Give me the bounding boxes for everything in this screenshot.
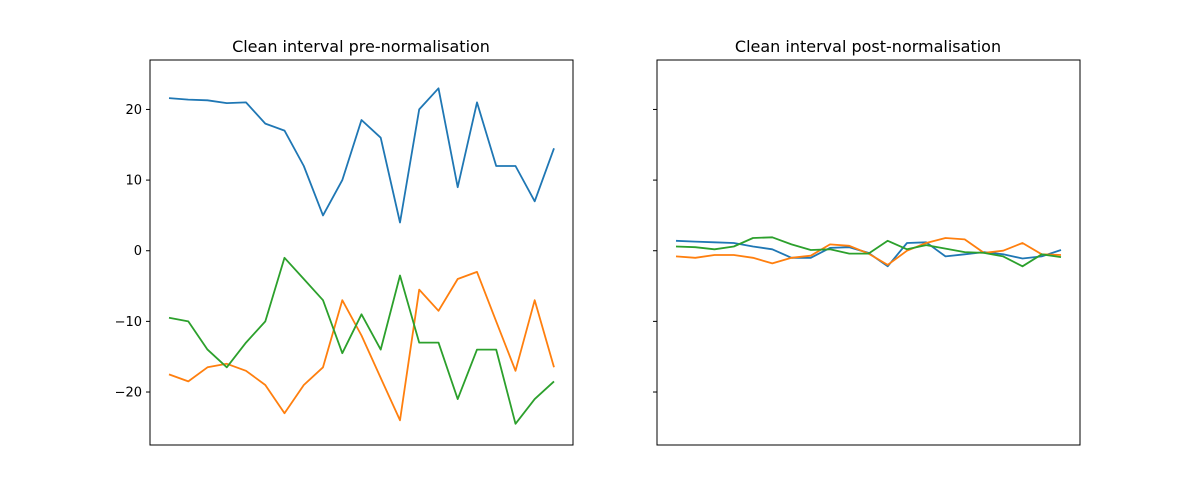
right-panel-y-axis [653, 108, 657, 393]
right-panel: Clean interval post-normalisation [653, 37, 1081, 446]
panel-1-y-tick-label: −20 [115, 386, 142, 401]
panel-2-series-3-line [675, 236, 1062, 268]
left-panel-y-axis: −20 −10 0 10 20 [115, 103, 150, 401]
panel-1-y-tick-label: 10 [125, 174, 142, 189]
panel-1-series-3-line [168, 256, 555, 425]
right-panel-series-group [675, 236, 1062, 268]
left-panel-frame [149, 59, 574, 446]
panel-1-y-tick-label: 0 [134, 244, 142, 259]
panel-1-y-tick-label: 20 [125, 103, 142, 118]
left-panel-title: Clean interval pre-normalisation [232, 37, 490, 56]
left-panel-series-group [168, 87, 555, 425]
right-panel-frame [656, 59, 1081, 446]
panel-1-y-tick-label: −10 [115, 315, 142, 330]
panel-1-series-2-line [168, 271, 555, 422]
right-panel-title: Clean interval post-normalisation [735, 37, 1001, 56]
left-panel: Clean interval pre-normalisation −20 −10 0… [115, 37, 574, 446]
panel-1-series-1-line [168, 87, 555, 224]
